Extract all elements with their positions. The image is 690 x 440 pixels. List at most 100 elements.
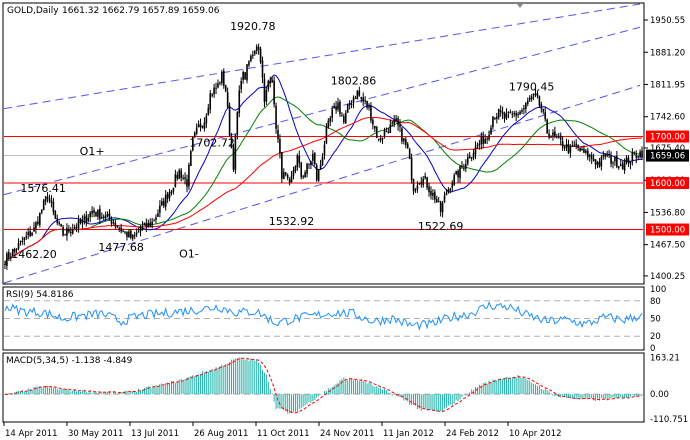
candle-body bbox=[374, 125, 376, 129]
candle-body bbox=[428, 186, 430, 193]
candle-body bbox=[56, 218, 59, 223]
candle-body bbox=[6, 253, 8, 266]
candle-body bbox=[333, 105, 335, 109]
wave-label: O1+ bbox=[80, 145, 105, 158]
time-tick-label: 26 Aug 2011 bbox=[194, 429, 248, 439]
candle-body bbox=[33, 227, 35, 232]
candle-body bbox=[523, 107, 525, 110]
chart-shift-marker-icon[interactable] bbox=[517, 4, 523, 8]
candle-body bbox=[416, 185, 419, 190]
candle-body bbox=[174, 174, 177, 188]
candle-body bbox=[191, 137, 194, 151]
candle-body bbox=[153, 220, 155, 222]
candle-body bbox=[112, 222, 115, 224]
candle-body bbox=[344, 112, 347, 123]
candle-body bbox=[567, 144, 570, 153]
candle-body bbox=[418, 182, 421, 185]
candle-body bbox=[472, 152, 475, 158]
candle-body bbox=[565, 144, 568, 148]
level-price-tag-label: 1700.00 bbox=[650, 133, 685, 143]
level-price-tag bbox=[646, 177, 689, 190]
candle-body bbox=[224, 85, 227, 92]
candle-body bbox=[459, 166, 461, 179]
candle-body bbox=[120, 227, 122, 232]
rsi-axis-label: 80 bbox=[650, 297, 661, 307]
candle-body bbox=[468, 156, 471, 159]
price-tick-label: 1467.50 bbox=[650, 241, 685, 251]
time-tick-label: 11 Oct 2011 bbox=[257, 429, 310, 439]
candle-body bbox=[58, 222, 60, 224]
candle-body bbox=[159, 205, 161, 213]
candle-body bbox=[106, 214, 109, 217]
candle-body bbox=[77, 219, 80, 229]
candle-body bbox=[114, 222, 117, 227]
candle-body bbox=[35, 222, 37, 229]
candle-body bbox=[617, 166, 620, 168]
candle-body bbox=[284, 172, 287, 175]
candle-body bbox=[137, 231, 140, 233]
candle-body bbox=[178, 170, 181, 179]
candle-body bbox=[39, 212, 41, 225]
candle-body bbox=[52, 201, 55, 212]
candle-body bbox=[548, 133, 550, 138]
rsi-axis-label: 100 bbox=[650, 285, 666, 295]
candle-body bbox=[451, 183, 454, 188]
candle-body bbox=[602, 154, 605, 157]
candle-body bbox=[190, 151, 192, 167]
candle-body bbox=[385, 131, 388, 133]
candle-body bbox=[250, 55, 252, 62]
candle-body bbox=[8, 252, 10, 258]
candle-body bbox=[184, 177, 186, 180]
candle-body bbox=[9, 256, 12, 258]
price-tick-label: 1742.60 bbox=[650, 113, 685, 123]
candle-body bbox=[639, 151, 641, 158]
candle-body bbox=[238, 90, 241, 114]
candle-body bbox=[619, 164, 622, 167]
rsi-axis-label: 0 bbox=[650, 344, 655, 354]
candle-body bbox=[532, 93, 535, 96]
candle-body bbox=[323, 144, 326, 156]
candle-body bbox=[521, 110, 523, 112]
candle-body bbox=[226, 92, 229, 107]
candle-body bbox=[604, 153, 607, 157]
candle-body bbox=[381, 137, 384, 140]
candle-body bbox=[4, 263, 6, 265]
candle-body bbox=[536, 93, 539, 96]
candle-body bbox=[207, 108, 210, 116]
candle-body bbox=[492, 116, 494, 128]
candle-body bbox=[296, 155, 299, 168]
candle-body bbox=[550, 136, 552, 138]
candle-body bbox=[465, 164, 467, 169]
main-pane: 1920.78 1702.72 1802.86 1790.45 1576.41 1462.… bbox=[3, 3, 643, 284]
candle-body bbox=[11, 249, 14, 257]
candle-body bbox=[403, 138, 405, 142]
macd-axis-label: 163.21 bbox=[650, 354, 680, 364]
candle-body bbox=[606, 154, 608, 156]
candle-body bbox=[348, 103, 351, 105]
candle-body bbox=[455, 171, 457, 174]
candle-body bbox=[172, 187, 175, 192]
candle-body bbox=[15, 249, 18, 251]
candle-body bbox=[306, 163, 308, 174]
candle-body bbox=[317, 169, 320, 181]
macd-axis-label: -110.751 bbox=[650, 415, 688, 425]
candle-body bbox=[213, 87, 215, 95]
price-annotation: 1522.69 bbox=[418, 220, 464, 233]
candle-body bbox=[466, 157, 469, 164]
candle-body bbox=[379, 138, 382, 141]
candle-body bbox=[232, 148, 235, 170]
candle-body bbox=[507, 112, 510, 114]
candle-body bbox=[588, 154, 591, 157]
candle-body bbox=[321, 156, 324, 166]
candle-body bbox=[538, 95, 541, 106]
candle-body bbox=[435, 199, 438, 203]
channel-line-0 bbox=[3, 3, 641, 110]
candle-body bbox=[275, 105, 277, 129]
candle-body bbox=[267, 80, 270, 90]
candle-body bbox=[559, 135, 562, 140]
candle-body bbox=[21, 241, 24, 243]
candle-body bbox=[482, 135, 485, 144]
candle-body bbox=[525, 103, 527, 109]
candle-body bbox=[155, 217, 157, 220]
candle-body bbox=[290, 175, 293, 183]
